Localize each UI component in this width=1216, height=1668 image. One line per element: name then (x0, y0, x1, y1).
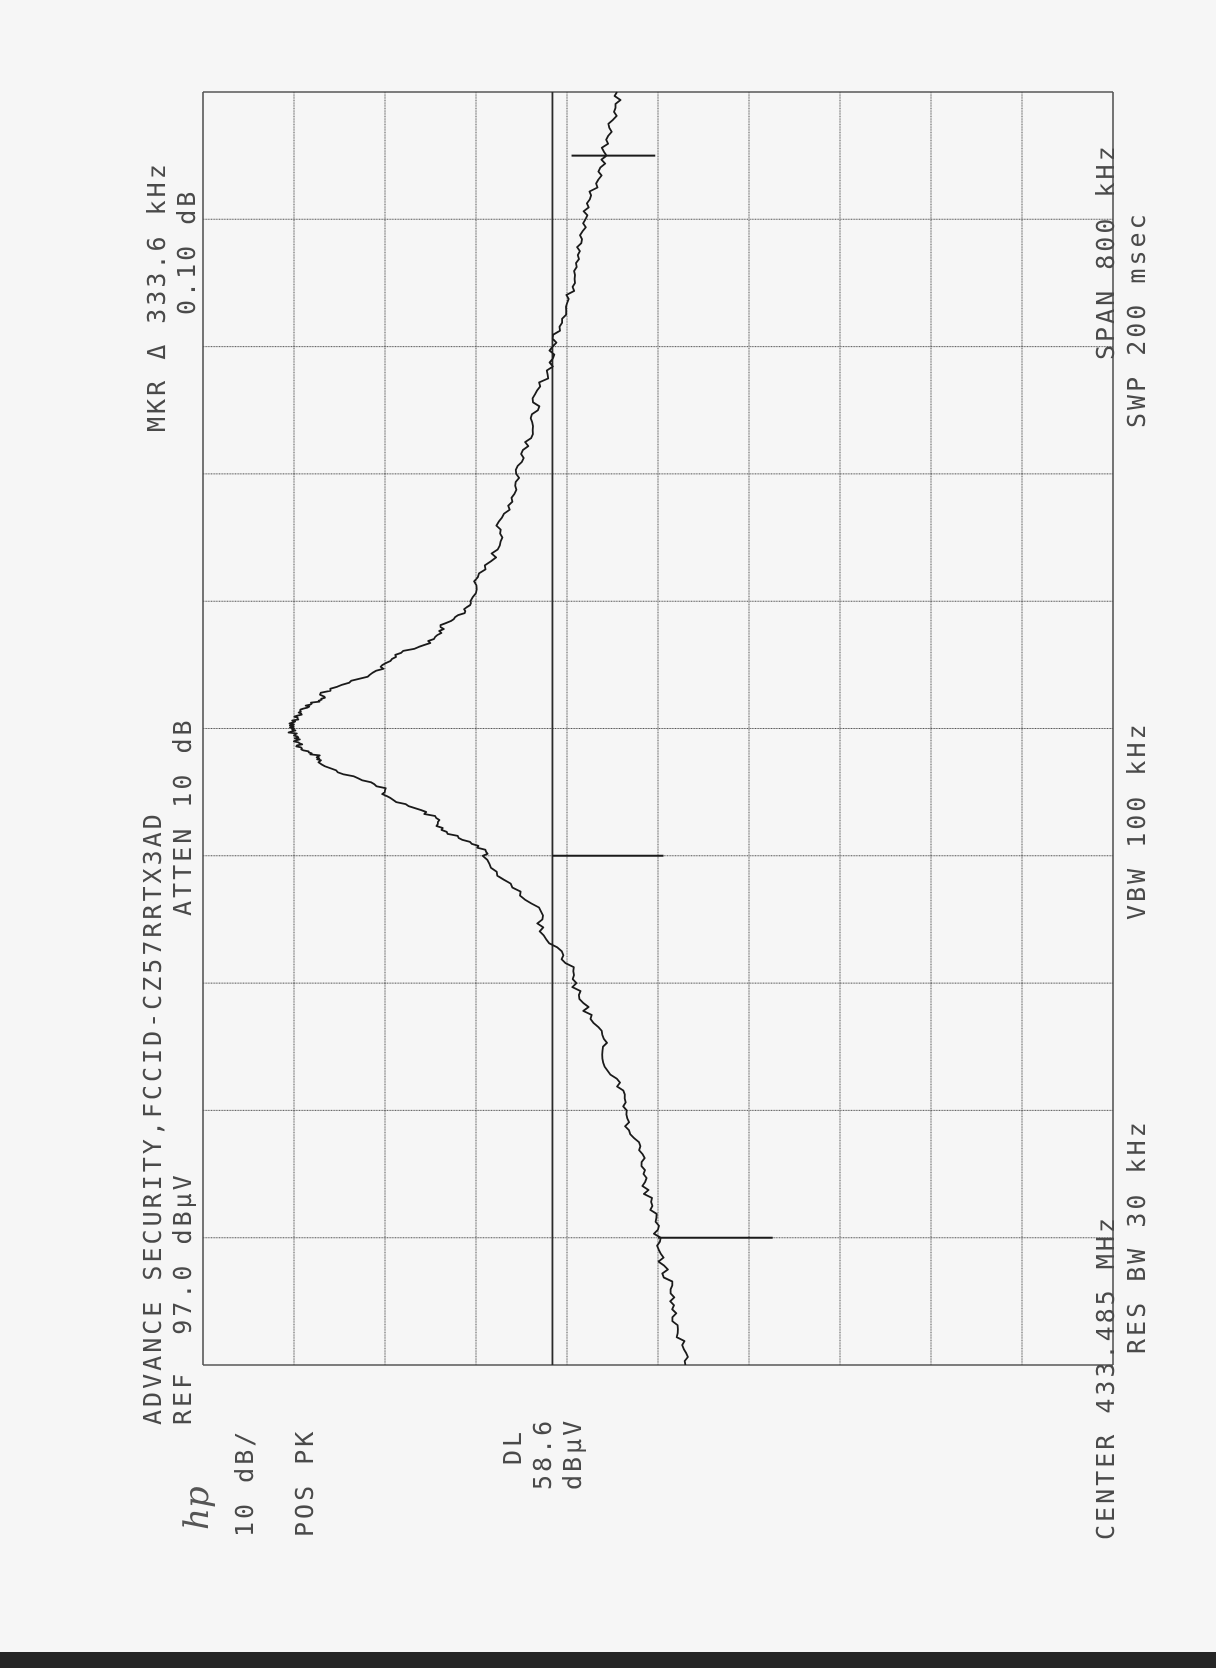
trace-line (287, 91, 689, 1366)
center-frequency: CENTER 433.485 MHz (1091, 1215, 1120, 1540)
display-line-unit: dBµV (558, 1417, 587, 1490)
marker-delta: MKR Δ 333.6 kHz (142, 161, 171, 432)
sweep-time: SWP 200 msec (1122, 211, 1151, 428)
ref-level: REF 97.0 dBµV (168, 1172, 197, 1425)
display-line-label: DL (498, 1428, 527, 1465)
detector-mode: POS PK (290, 1428, 319, 1537)
hp-logo: hp (177, 1486, 217, 1530)
markers (552, 154, 773, 1239)
attenuation: ATTEN 10 dB (168, 717, 197, 916)
display-line-value: 58.6 (528, 1417, 557, 1490)
graticule (202, 91, 1114, 1366)
scanner-edge (0, 1652, 1216, 1668)
plot-title: ADVANCE SECURITY,FCCID-CZ57RRTX3AD (138, 811, 167, 1425)
resolution-bandwidth: RES BW 30 kHz (1122, 1119, 1151, 1354)
scale-per-div: 10 dB/ (230, 1428, 259, 1537)
video-bandwidth: VBW 100 kHz (1122, 721, 1151, 920)
trace (287, 91, 689, 1366)
frequency-span: SPAN 800 kHz (1091, 143, 1120, 360)
marker-level: 0.10 dB (172, 188, 201, 315)
